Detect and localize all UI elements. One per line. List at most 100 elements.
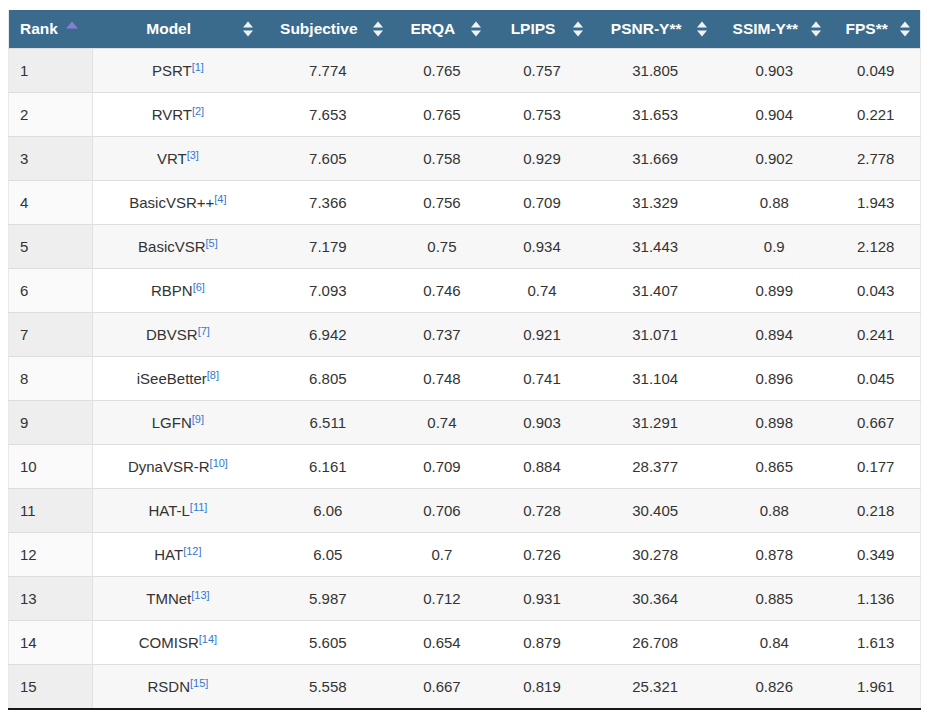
rank-cell: 13 [9, 576, 93, 620]
subjective-cell: 7.774 [263, 48, 393, 92]
psnr-y-cell: 30.278 [593, 532, 717, 576]
citation-link[interactable]: [5] [206, 237, 218, 249]
column-header-fps[interactable]: FPS** [831, 10, 920, 48]
column-header-psnr-y[interactable]: PSNR-Y** [593, 10, 717, 48]
column-header-rank[interactable]: Rank [9, 10, 93, 48]
column-label: Model [146, 20, 191, 37]
lpips-cell: 0.709 [491, 180, 593, 224]
ssim-y-cell: 0.885 [717, 576, 831, 620]
lpips-cell: 0.921 [491, 312, 593, 356]
citation-link[interactable]: [2] [192, 105, 204, 117]
table-row: 15 RSDN[15] 5.558 0.667 0.819 25.321 0.8… [9, 664, 921, 709]
lpips-cell: 0.741 [491, 356, 593, 400]
erqa-cell: 0.758 [393, 136, 491, 180]
erqa-cell: 0.709 [393, 444, 491, 488]
erqa-cell: 0.746 [393, 268, 491, 312]
sort-both-icon [697, 21, 707, 36]
column-header-ssim-y[interactable]: SSIM-Y** [717, 10, 831, 48]
model-cell: PSRT[1] [93, 48, 263, 92]
column-header-lpips[interactable]: LPIPS [491, 10, 593, 48]
ssim-y-cell: 0.898 [717, 400, 831, 444]
erqa-cell: 0.654 [393, 620, 491, 664]
model-cell: RSDN[15] [93, 664, 263, 709]
subjective-cell: 5.987 [263, 576, 393, 620]
citation-link[interactable]: [1] [192, 61, 204, 73]
lpips-cell: 0.934 [491, 224, 593, 268]
table-row: 8 iSeeBetter[8] 6.805 0.748 0.741 31.104… [9, 356, 921, 400]
erqa-cell: 0.737 [393, 312, 491, 356]
erqa-cell: 0.74 [393, 400, 491, 444]
model-name: TMNet [146, 590, 191, 607]
lpips-cell: 0.726 [491, 532, 593, 576]
table-row: 6 RBPN[6] 7.093 0.746 0.74 31.407 0.899 … [9, 268, 921, 312]
citation-link[interactable]: [8] [207, 369, 219, 381]
rank-cell: 9 [9, 400, 93, 444]
column-label: Subjective [280, 20, 358, 37]
model-cell: HAT-L[11] [93, 488, 263, 532]
fps-cell: 1.961 [831, 664, 920, 709]
rank-cell: 15 [9, 664, 93, 709]
rank-cell: 5 [9, 224, 93, 268]
psnr-y-cell: 30.405 [593, 488, 717, 532]
subjective-cell: 7.179 [263, 224, 393, 268]
model-cell: LGFN[9] [93, 400, 263, 444]
citation-link[interactable]: [11] [190, 501, 208, 513]
model-name: VRT [157, 150, 187, 167]
citation-link[interactable]: [3] [187, 149, 199, 161]
subjective-cell: 6.05 [263, 532, 393, 576]
subjective-cell: 7.366 [263, 180, 393, 224]
rank-cell: 6 [9, 268, 93, 312]
table-body: 1 PSRT[1] 7.774 0.765 0.757 31.805 0.903… [9, 48, 921, 709]
fps-cell: 0.221 [831, 92, 920, 136]
model-cell: DBVSR[7] [93, 312, 263, 356]
erqa-cell: 0.748 [393, 356, 491, 400]
model-name: iSeeBetter [137, 370, 207, 387]
psnr-y-cell: 31.653 [593, 92, 717, 136]
psnr-y-cell: 31.443 [593, 224, 717, 268]
rank-cell: 8 [9, 356, 93, 400]
citation-link[interactable]: [14] [199, 633, 217, 645]
column-header-subjective[interactable]: Subjective [263, 10, 393, 48]
lpips-cell: 0.903 [491, 400, 593, 444]
model-cell: RBPN[6] [93, 268, 263, 312]
column-header-erqa[interactable]: ERQA [393, 10, 491, 48]
citation-link[interactable]: [4] [214, 193, 226, 205]
ssim-y-cell: 0.904 [717, 92, 831, 136]
sort-both-icon [471, 21, 481, 36]
model-cell: COMISR[14] [93, 620, 263, 664]
erqa-cell: 0.706 [393, 488, 491, 532]
model-cell: BasicVSR[5] [93, 224, 263, 268]
subjective-cell: 5.605 [263, 620, 393, 664]
table-row: 1 PSRT[1] 7.774 0.765 0.757 31.805 0.903… [9, 48, 921, 92]
column-header-model[interactable]: Model [93, 10, 263, 48]
citation-link[interactable]: [9] [192, 413, 204, 425]
ssim-y-cell: 0.84 [717, 620, 831, 664]
citation-link[interactable]: [10] [210, 457, 228, 469]
psnr-y-cell: 31.407 [593, 268, 717, 312]
citation-link[interactable]: [7] [198, 325, 210, 337]
model-cell: TMNet[13] [93, 576, 263, 620]
psnr-y-cell: 31.805 [593, 48, 717, 92]
table-row: 13 TMNet[13] 5.987 0.712 0.931 30.364 0.… [9, 576, 921, 620]
column-label: ERQA [411, 20, 456, 37]
lpips-cell: 0.753 [491, 92, 593, 136]
sort-both-icon [573, 21, 583, 36]
fps-cell: 1.943 [831, 180, 920, 224]
rank-cell: 1 [9, 48, 93, 92]
lpips-cell: 0.931 [491, 576, 593, 620]
lpips-cell: 0.819 [491, 664, 593, 709]
fps-cell: 0.218 [831, 488, 920, 532]
fps-cell: 0.241 [831, 312, 920, 356]
citation-link[interactable]: [13] [191, 589, 209, 601]
fps-cell: 2.778 [831, 136, 920, 180]
ssim-y-cell: 0.9 [717, 224, 831, 268]
leaderboard-table: Rank Model Subjective ERQA LPIPS [8, 10, 921, 710]
column-label: LPIPS [511, 20, 556, 37]
rank-cell: 3 [9, 136, 93, 180]
citation-link[interactable]: [15] [190, 677, 208, 689]
citation-link[interactable]: [12] [183, 545, 201, 557]
model-cell: BasicVSR++[4] [93, 180, 263, 224]
fps-cell: 0.177 [831, 444, 920, 488]
ssim-y-cell: 0.902 [717, 136, 831, 180]
citation-link[interactable]: [6] [193, 281, 205, 293]
